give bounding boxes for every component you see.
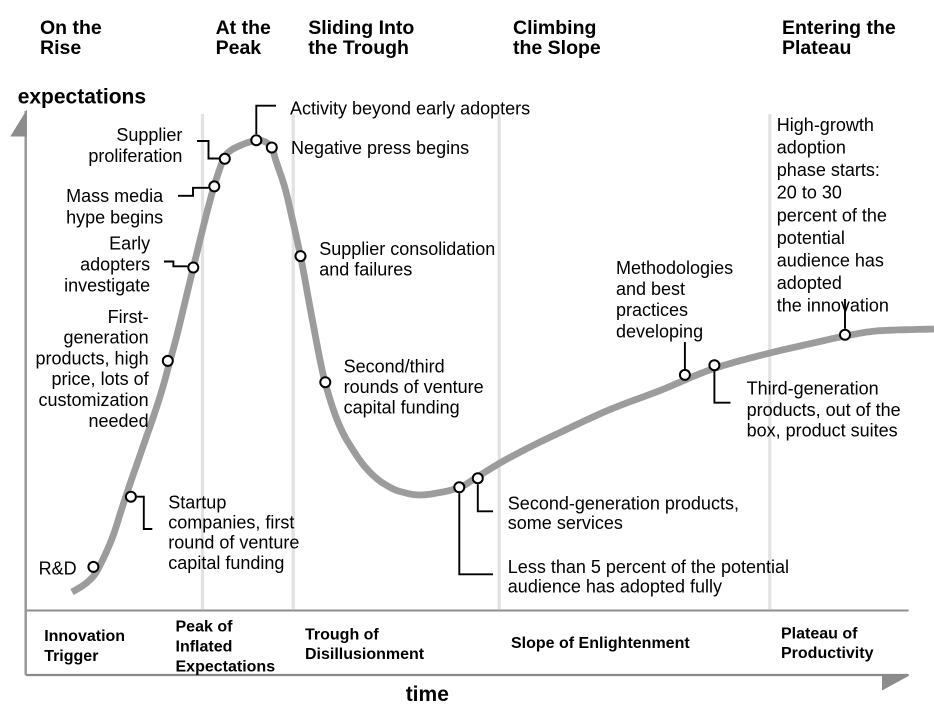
svg-text:Peak: Peak [216, 37, 262, 59]
svg-text:capital funding: capital funding [168, 553, 284, 573]
svg-text:companies, first: companies, first [168, 512, 294, 532]
svg-text:Third-generation: Third-generation [747, 379, 879, 399]
svg-text:20 to 30: 20 to 30 [777, 183, 842, 203]
svg-text:Mass media: Mass media [66, 186, 164, 206]
svg-text:Less than 5 percent of the pot: Less than 5 percent of the potential [508, 557, 789, 577]
svg-text:the Trough: the Trough [308, 37, 409, 59]
svg-text:percent of the: percent of the [777, 205, 887, 225]
svg-text:Expectations: Expectations [176, 659, 276, 676]
svg-text:Slope of Enlightenment: Slope of Enlightenment [511, 635, 690, 652]
svg-text:Inflated: Inflated [176, 639, 233, 656]
svg-text:potential: potential [777, 228, 845, 248]
svg-text:adopted: adopted [777, 273, 842, 293]
svg-text:practices: practices [616, 300, 688, 320]
svg-text:investigate: investigate [64, 275, 150, 295]
svg-text:Methodologies: Methodologies [616, 258, 733, 278]
svg-text:First-: First- [108, 307, 149, 327]
svg-text:Entering the: Entering the [782, 17, 896, 39]
svg-text:adoption: adoption [777, 138, 846, 158]
svg-text:customization: customization [39, 390, 149, 410]
svg-text:phase starts:: phase starts: [777, 160, 880, 180]
svg-text:Second-generation products,: Second-generation products, [508, 493, 739, 513]
svg-text:and best: and best [616, 279, 685, 299]
svg-text:R&D: R&D [39, 559, 77, 579]
svg-text:products, out of the: products, out of the [747, 400, 901, 420]
svg-text:Plateau: Plateau [782, 37, 851, 59]
svg-text:products, high: products, high [36, 348, 149, 368]
svg-text:round of venture: round of venture [168, 533, 299, 553]
svg-text:time: time [406, 683, 449, 706]
svg-text:expectations: expectations [18, 85, 146, 108]
svg-text:At the: At the [216, 17, 271, 39]
svg-text:adopters: adopters [80, 255, 150, 275]
svg-text:Early: Early [109, 234, 150, 254]
svg-text:On the: On the [40, 17, 102, 39]
svg-text:Rise: Rise [40, 37, 81, 59]
svg-text:Disillusionment: Disillusionment [305, 646, 425, 663]
svg-text:proliferation: proliferation [88, 146, 182, 166]
svg-text:the innovation: the innovation [777, 296, 889, 316]
svg-text:some services: some services [508, 513, 623, 533]
svg-text:audience has: audience has [777, 251, 884, 271]
svg-text:developing: developing [616, 321, 703, 341]
svg-text:Negative press begins: Negative press begins [291, 138, 469, 158]
svg-text:Productivity: Productivity [781, 645, 874, 662]
svg-text:audience has adopted fully: audience has adopted fully [508, 577, 722, 597]
svg-text:Second/third: Second/third [344, 356, 445, 376]
svg-text:Peak of: Peak of [176, 619, 234, 636]
svg-text:Trigger: Trigger [44, 648, 98, 665]
svg-text:box, product suites: box, product suites [747, 421, 898, 441]
svg-text:Climbing: Climbing [513, 17, 596, 39]
svg-text:Innovation: Innovation [44, 628, 125, 645]
svg-text:Trough of: Trough of [305, 627, 379, 644]
svg-text:needed: needed [89, 411, 149, 431]
svg-text:Plateau of: Plateau of [781, 626, 858, 643]
svg-text:and failures: and failures [319, 260, 412, 280]
svg-text:Startup: Startup [168, 492, 226, 512]
svg-text:Supplier: Supplier [116, 125, 182, 145]
svg-text:capital funding: capital funding [344, 398, 460, 418]
svg-text:the Slope: the Slope [513, 37, 601, 59]
svg-text:High-growth: High-growth [777, 115, 874, 135]
svg-text:Activity beyond early adopters: Activity beyond early adopters [290, 98, 530, 118]
svg-text:Sliding Into: Sliding Into [308, 17, 414, 39]
svg-text:generation: generation [64, 328, 149, 348]
svg-text:price, lots of: price, lots of [52, 369, 150, 389]
svg-text:Supplier consolidation: Supplier consolidation [319, 239, 495, 259]
svg-text:hype begins: hype begins [66, 207, 163, 227]
svg-text:rounds of venture: rounds of venture [344, 377, 484, 397]
